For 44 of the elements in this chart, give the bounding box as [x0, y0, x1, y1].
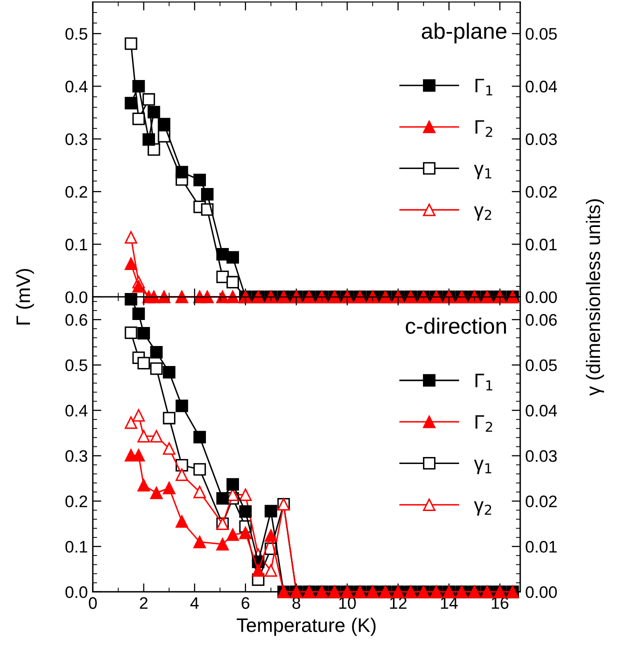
y-tick-label: 0.6 — [65, 314, 88, 326]
x-tick-label: 14 — [440, 597, 458, 609]
y-tick-label: 0.4 — [65, 404, 88, 417]
y2-tick-label: 0.01 — [526, 238, 557, 250]
x-tick-label: 2 — [140, 597, 148, 609]
y2-tick-label: 0.02 — [526, 186, 557, 198]
y2-tick-label: 0.04 — [526, 80, 558, 92]
y-tick-label: 0.5 — [65, 28, 88, 40]
y-tick-label: 0.0 — [65, 586, 88, 598]
y2-tick-label: 0.00 — [526, 586, 557, 598]
y2-tick-label: 0.05 — [526, 28, 557, 40]
legend-label: γ$_{2}$ — [474, 206, 492, 221]
x-tick-label: 0 — [88, 597, 97, 609]
annotation: ab-plane — [422, 22, 506, 44]
legend-label: Γ$_{2}$ — [476, 415, 492, 432]
y-tick-label: 0.0 — [65, 291, 88, 304]
y2-axis-title: γ (dimensionless units) — [586, 199, 604, 396]
y2-tick-label: 0.05 — [526, 359, 557, 372]
x-tick-label: 4 — [190, 597, 199, 609]
y-tick-label: 0.3 — [65, 133, 88, 146]
legend-label: γ$_{2}$ — [474, 501, 492, 516]
y-tick-label: 0.2 — [65, 496, 88, 508]
annotation: c-direction — [406, 318, 506, 334]
legend-label: Γ$_{1}$ — [476, 78, 492, 96]
y2-tick-label: 0.06 — [526, 314, 557, 326]
x-tick-label: 6 — [242, 597, 250, 609]
legend-label: γ$_{1}$ — [474, 460, 492, 474]
y2-tick-label: 0.01 — [526, 540, 557, 553]
y-tick-label: 0.2 — [65, 186, 88, 198]
legend-label: Γ$_{2}$ — [476, 120, 492, 137]
y-tick-label: 0.1 — [65, 238, 88, 250]
y2-tick-label: 0.03 — [526, 450, 557, 462]
y2-tick-label: 0.00 — [526, 291, 557, 304]
legend-label: γ$_{1}$ — [474, 164, 492, 180]
y2-tick-label: 0.03 — [526, 133, 557, 146]
y-tick-label: 0.3 — [65, 450, 88, 462]
y2-tick-label: 0.04 — [526, 404, 558, 417]
legend-label: Γ$_{1}$ — [476, 374, 492, 390]
y2-tick-label: 0.02 — [526, 496, 557, 508]
x-axis-title: Temperature (K) — [236, 618, 376, 636]
y-tick-label: 0.4 — [65, 80, 88, 92]
y-tick-label: 0.1 — [65, 540, 88, 553]
y-axis-title: Γ (mV) — [16, 269, 34, 324]
y-tick-label: 0.5 — [65, 359, 88, 372]
